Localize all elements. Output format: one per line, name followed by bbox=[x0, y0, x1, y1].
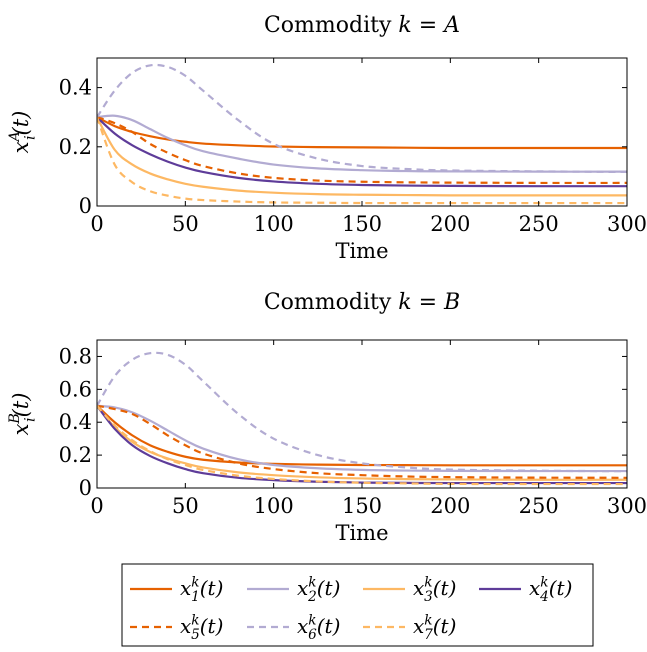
legend-label: xk 1(t) bbox=[180, 575, 223, 605]
chart-title: Commodity k = B bbox=[264, 290, 460, 315]
x-tick-label: 100 bbox=[254, 494, 294, 518]
legend-box bbox=[121, 563, 594, 647]
x-tick-label: 0 bbox=[90, 494, 103, 518]
series-line-4 bbox=[97, 116, 627, 188]
legend-label: xk 6(t) bbox=[297, 613, 340, 643]
series-line-7 bbox=[97, 405, 627, 486]
series-line-3 bbox=[97, 116, 627, 197]
legend-label: xk 5(t) bbox=[180, 613, 223, 643]
series-line-1 bbox=[97, 116, 627, 150]
legend-label: xk 3(t) bbox=[413, 575, 456, 605]
x-tick-label: 300 bbox=[607, 494, 647, 518]
chart-title: Commodity k = A bbox=[264, 13, 460, 38]
legend-label: xk 2(t) bbox=[297, 575, 340, 605]
x-axis-label: Time bbox=[335, 239, 388, 263]
y-tick-label: 0.4 bbox=[59, 76, 92, 100]
series-line-7 bbox=[97, 116, 627, 205]
y-tick-label: 0 bbox=[79, 194, 92, 218]
x-tick-label: 300 bbox=[607, 212, 647, 236]
x-tick-label: 200 bbox=[430, 494, 470, 518]
plot-frame bbox=[96, 57, 628, 207]
x-tick-label: 100 bbox=[254, 212, 294, 236]
y-tick-label: 0.4 bbox=[59, 410, 92, 434]
legend-label: xk 4(t) bbox=[529, 575, 572, 605]
x-tick-label: 250 bbox=[519, 212, 559, 236]
chart-panel-2: Commodity k = B 0 50 100 150 200 250 300 0 0.2 0.4… bbox=[7, 290, 647, 545]
y-axis-label: xAi(t) bbox=[7, 111, 38, 154]
x-tick-label: 150 bbox=[342, 494, 382, 518]
series-line-6 bbox=[97, 63, 627, 174]
legend-label: xk 7(t) bbox=[413, 613, 456, 643]
y-tick-label: 0.2 bbox=[59, 443, 92, 467]
y-axis-label: xBi(t) bbox=[7, 393, 38, 436]
series-line-1 bbox=[97, 404, 627, 467]
y-tick-label: 0 bbox=[79, 476, 92, 500]
legend: xk 1(t) xk 2(t) xk 3(t) xk 4(t) xk 5(t) xk 6(t) xk 7(… bbox=[121, 563, 594, 647]
y-tick-label: 0.2 bbox=[59, 135, 92, 159]
x-tick-label: 150 bbox=[342, 212, 382, 236]
x-tick-label: 50 bbox=[172, 494, 199, 518]
x-tick-label: 50 bbox=[172, 212, 199, 236]
series-line-2 bbox=[97, 404, 627, 473]
y-tick-label: 0.6 bbox=[59, 377, 92, 401]
x-tick-label: 200 bbox=[430, 212, 470, 236]
series-line-5 bbox=[97, 116, 627, 185]
y-tick-label: 0.8 bbox=[59, 344, 92, 368]
series-line-5 bbox=[97, 404, 627, 479]
series-line-6 bbox=[97, 351, 627, 473]
x-axis-label: Time bbox=[335, 521, 388, 545]
x-tick-label: 250 bbox=[519, 494, 559, 518]
x-tick-label: 0 bbox=[90, 212, 103, 236]
series-line-2 bbox=[97, 114, 627, 173]
chart-panel-1: Commodity k = A 0 50 100 150 200 250 300 0 0.2 0.4… bbox=[7, 13, 647, 263]
series-line-3 bbox=[97, 405, 627, 481]
